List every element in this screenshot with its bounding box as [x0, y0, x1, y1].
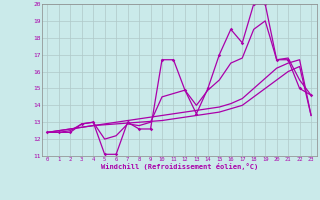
X-axis label: Windchill (Refroidissement éolien,°C): Windchill (Refroidissement éolien,°C)	[100, 163, 258, 170]
